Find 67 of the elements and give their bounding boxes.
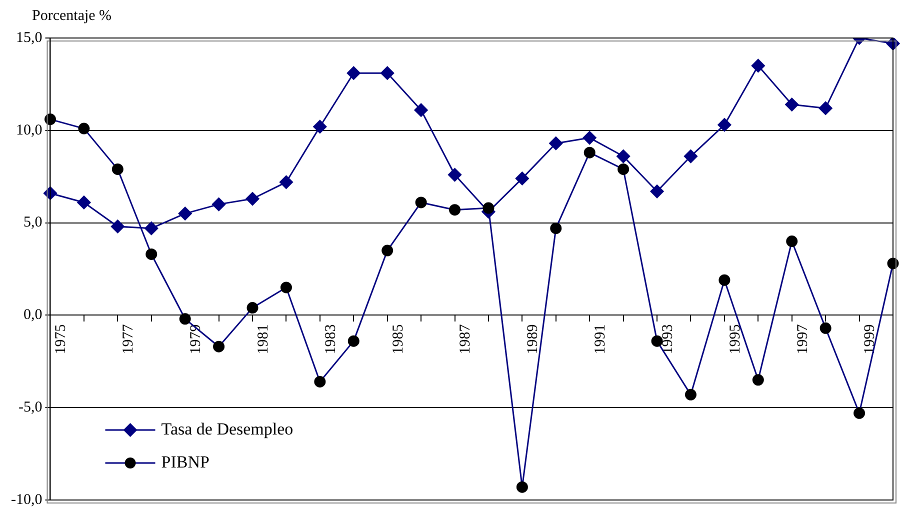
x-tick-label: 1999 [862,324,878,354]
x-tick-label: 1997 [794,324,811,354]
point [348,335,360,347]
y-tick-label: 0,0 [23,307,42,324]
point [651,335,663,347]
point [618,163,630,175]
point [786,236,798,248]
point [684,388,696,400]
point [78,122,90,134]
y-tick-label: 10,0 [16,122,42,138]
point [550,222,562,234]
point [718,118,732,132]
point [213,340,225,352]
x-tick-label: 1987 [458,324,474,354]
x-tick-label: 1985 [390,324,406,354]
point [380,66,394,80]
x-tick-label: 1977 [120,324,137,354]
point [818,101,832,115]
point [415,196,427,208]
point [516,481,528,493]
point [179,313,191,325]
point [146,248,158,260]
point [280,282,292,294]
point [382,244,394,256]
x-tick-label: 1993 [660,324,676,354]
point [414,103,428,117]
x-tick-label: 1981 [255,324,272,354]
point [110,220,124,234]
legend-label: Tasa de Desempleo [161,419,294,438]
point [752,374,764,386]
x-tick-label: 1995 [727,324,744,354]
point [246,302,258,314]
point [178,206,192,220]
x-tick-label: 1983 [322,324,339,354]
point [212,198,226,212]
point [684,150,698,164]
point [346,66,360,80]
point [820,322,832,334]
point [144,222,158,236]
x-tick-label: 1975 [53,324,70,354]
point [313,120,327,134]
y-axis-title: Porcentaje % [32,8,112,25]
point [650,184,664,198]
point [112,163,124,175]
y-tick-label: 5,0 [23,214,42,231]
y-tick-label: -10,0 [10,492,42,508]
x-tick-label: 1989 [525,324,542,354]
point [616,150,630,164]
point [718,274,730,286]
point [279,175,293,189]
point [449,204,461,216]
legend-label: PIBNP [161,452,210,472]
point [448,168,462,182]
point [582,131,596,145]
y-tick-label: -5,0 [18,400,42,416]
point [854,407,866,419]
point [584,146,596,158]
point [515,172,529,186]
point [314,376,326,388]
point [482,202,494,214]
point [77,196,91,210]
y-tick-label: 15,0 [16,30,42,46]
point [246,192,260,206]
point [549,136,563,150]
point [751,58,765,72]
x-tick-label: 1991 [592,324,609,354]
point [785,98,799,112]
